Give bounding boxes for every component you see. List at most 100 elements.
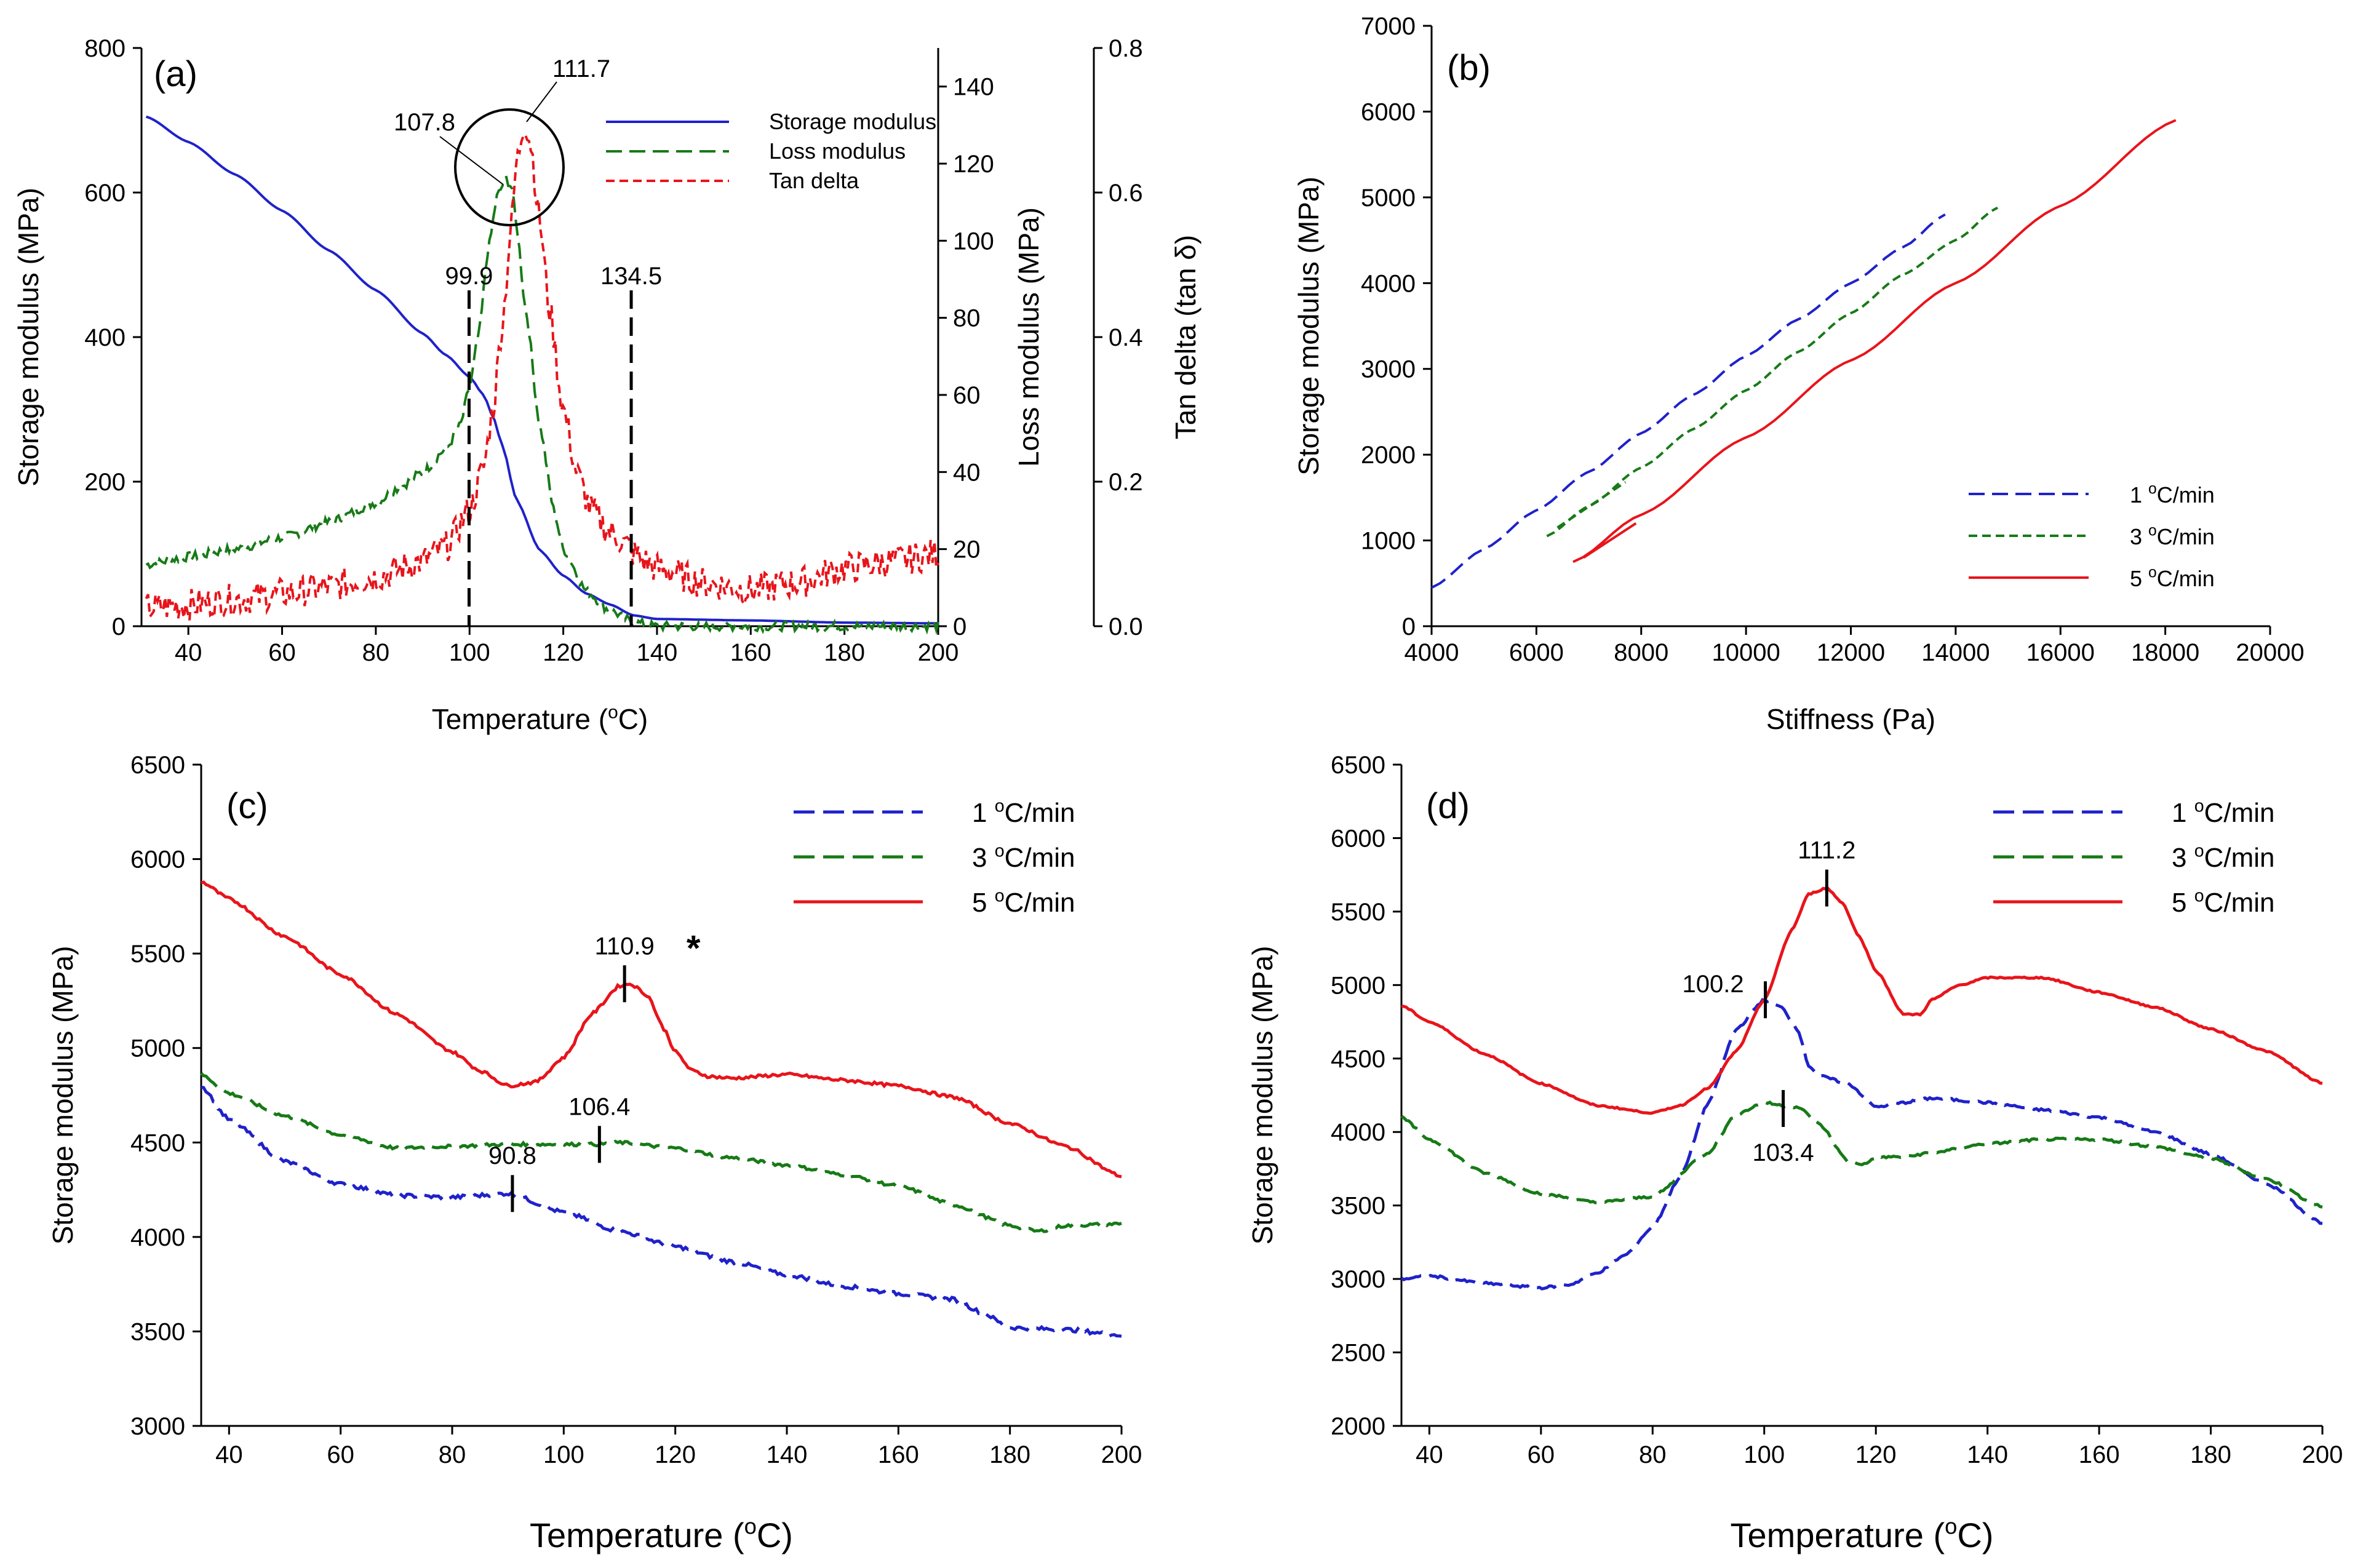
panel-d: 40 60 80 100 120 140 160 180 200 2000 2500 3000 3500… xyxy=(1246,752,2343,1554)
series-3-c-min-overlap xyxy=(1556,481,1627,529)
y-tick-label: 6500 xyxy=(130,752,185,779)
y-left-tick-label: 200 xyxy=(84,469,126,496)
x-axis-label: Temperature (oC) xyxy=(432,702,648,735)
series-storage-modulus xyxy=(145,115,938,625)
legend-label: Storage modulus xyxy=(769,109,936,134)
legend-label: 1 oC/min xyxy=(972,796,1075,828)
y-left-tick-label: 600 xyxy=(84,180,126,207)
peak-highlight-circle xyxy=(454,108,565,226)
x-tick-label: 160 xyxy=(878,1441,919,1468)
legend-label: 5 oC/min xyxy=(972,886,1075,918)
y-tick-label: 5000 xyxy=(130,1035,185,1062)
y-tick-label: 6000 xyxy=(130,846,185,874)
y-right1-tick-label: 100 xyxy=(953,228,994,255)
y-tick-label: 3000 xyxy=(1331,1266,1385,1293)
x-tick-label: 140 xyxy=(767,1441,808,1468)
significance-asterisk: * xyxy=(687,928,701,968)
y-tick-label: 3000 xyxy=(1361,356,1416,383)
x-tick-label: 18000 xyxy=(2131,639,2199,666)
x-tick-label: 4000 xyxy=(1405,639,1459,666)
y-tick-label: 6000 xyxy=(1361,98,1416,125)
onset-label: 99.9 xyxy=(445,263,493,290)
series-3-c-min xyxy=(1546,206,1998,538)
y-tick-label: 5500 xyxy=(1331,899,1385,926)
x-tick-label: 12000 xyxy=(1817,639,1885,666)
y-axis-label-right1: Loss modulus (MPa) xyxy=(1013,207,1045,467)
y-tick-label: 3500 xyxy=(1331,1193,1385,1220)
y-tick-label: 4500 xyxy=(1331,1046,1385,1073)
y-tick-label: 2500 xyxy=(1331,1340,1385,1367)
x-tick-label: 10000 xyxy=(1712,639,1780,666)
x-axis-label: Temperature (oC) xyxy=(1731,1514,1994,1554)
y-tick-label: 4000 xyxy=(130,1224,185,1251)
y-tick-label: 1000 xyxy=(1361,528,1416,555)
y-axis-label: Storage modulus (MPa) xyxy=(47,946,79,1245)
red-peak-label: 111.2 xyxy=(1798,837,1855,864)
y-left-tick-label: 800 xyxy=(84,35,126,62)
legend-label: 5 oC/min xyxy=(2130,565,2215,591)
series-5-c-min-overlap xyxy=(1582,522,1637,559)
x-tick-label: 8000 xyxy=(1614,639,1668,666)
series-5-c-min xyxy=(1572,119,2177,563)
series-5-c-min xyxy=(201,880,1122,1179)
x-tick-label: 20000 xyxy=(2236,639,2304,666)
x-tick-label: 80 xyxy=(1639,1441,1667,1468)
x-tick-label: 80 xyxy=(439,1441,466,1468)
series-1-c-min xyxy=(1431,213,1946,589)
x-tick-label: 180 xyxy=(2190,1441,2231,1468)
legend-label: 1 oC/min xyxy=(2130,481,2215,507)
y-right1-tick-label: 140 xyxy=(953,74,994,101)
tan-peak-leader xyxy=(526,81,557,122)
panel-label-c: (c) xyxy=(226,786,268,826)
legend-label: 5 oC/min xyxy=(2172,886,2275,918)
y-right2-tick-label: 0.0 xyxy=(1109,613,1143,640)
x-tick-label: 14000 xyxy=(1921,639,1990,666)
green-peak-label: 103.4 xyxy=(1753,1139,1814,1166)
y-tick-label: 4000 xyxy=(1331,1119,1385,1146)
y-right2-tick-label: 0.6 xyxy=(1109,180,1143,207)
green-peak-label: 106.4 xyxy=(568,1093,630,1120)
x-tick-label: 160 xyxy=(730,639,771,666)
series-tan-delta xyxy=(145,132,939,622)
x-tick-label: 60 xyxy=(268,639,296,666)
legend-label: Tan delta xyxy=(769,168,859,193)
y-axis-label: Storage modulus (MPa) xyxy=(1246,946,1278,1245)
legend-label: 1 oC/min xyxy=(2172,796,2275,828)
series-3-c-min xyxy=(200,1072,1122,1233)
series-1-c-min xyxy=(1400,998,2323,1291)
x-tick-label: 60 xyxy=(1528,1441,1555,1468)
blue-peak-label: 100.2 xyxy=(1682,971,1743,998)
legend-label: 3 oC/min xyxy=(2130,523,2215,549)
y-tick-label: 5000 xyxy=(1331,972,1385,999)
x-tick-label: 40 xyxy=(215,1441,243,1468)
y-axis-label: Storage modulus (MPa) xyxy=(1293,177,1325,476)
x-axis-label: Stiffness (Pa) xyxy=(1766,703,1935,735)
y-axis-label-right2: Tan delta (tan δ) xyxy=(1170,235,1201,439)
series-loss-modulus xyxy=(145,175,939,635)
x-tick-label: 40 xyxy=(1416,1441,1443,1468)
endset-label: 134.5 xyxy=(600,263,662,290)
x-tick-label: 140 xyxy=(637,639,678,666)
legend-label: Loss modulus xyxy=(769,138,906,164)
y-tick-label: 2000 xyxy=(1361,442,1416,469)
x-tick-label: 200 xyxy=(1101,1441,1142,1468)
x-tick-label: 100 xyxy=(449,639,490,666)
y-right1-tick-label: 0 xyxy=(953,613,966,640)
panel-label-d: (d) xyxy=(1426,786,1470,826)
y-right1-tick-label: 120 xyxy=(953,151,994,178)
x-tick-label: 60 xyxy=(327,1441,354,1468)
panel-label-b: (b) xyxy=(1447,48,1491,88)
y-right1-tick-label: 40 xyxy=(953,459,981,486)
x-tick-label: 80 xyxy=(362,639,390,666)
series-5-c-min xyxy=(1401,886,2323,1115)
x-tick-label: 16000 xyxy=(2026,639,2095,666)
y-tick-label: 0 xyxy=(1402,613,1416,640)
y-right1-tick-label: 80 xyxy=(953,305,981,332)
x-tick-label: 140 xyxy=(1967,1441,2008,1468)
x-tick-label: 100 xyxy=(543,1441,584,1468)
y-right1-tick-label: 60 xyxy=(953,382,981,409)
x-tick-label: 200 xyxy=(918,639,959,666)
y-tick-label: 2000 xyxy=(1331,1413,1385,1440)
y-right2-tick-label: 0.4 xyxy=(1109,324,1143,351)
